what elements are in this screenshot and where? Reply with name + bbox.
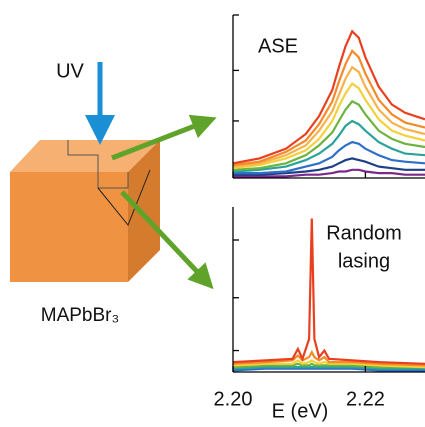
x-tick-label: 2.22 [346,388,385,410]
uv-label: UV [56,60,84,82]
x-tick-label: 2.20 [214,388,253,410]
material-label: MAPbBr₃ [41,305,119,326]
figure: UV MAPbBr₃ ASE 2.20 2.22 Random lasing E (eV) [0,0,425,427]
annotation: Random [326,222,402,244]
x-axis-label: E (eV) [272,400,329,422]
annotation: lasing [338,250,390,272]
annotation: ASE [258,35,298,57]
